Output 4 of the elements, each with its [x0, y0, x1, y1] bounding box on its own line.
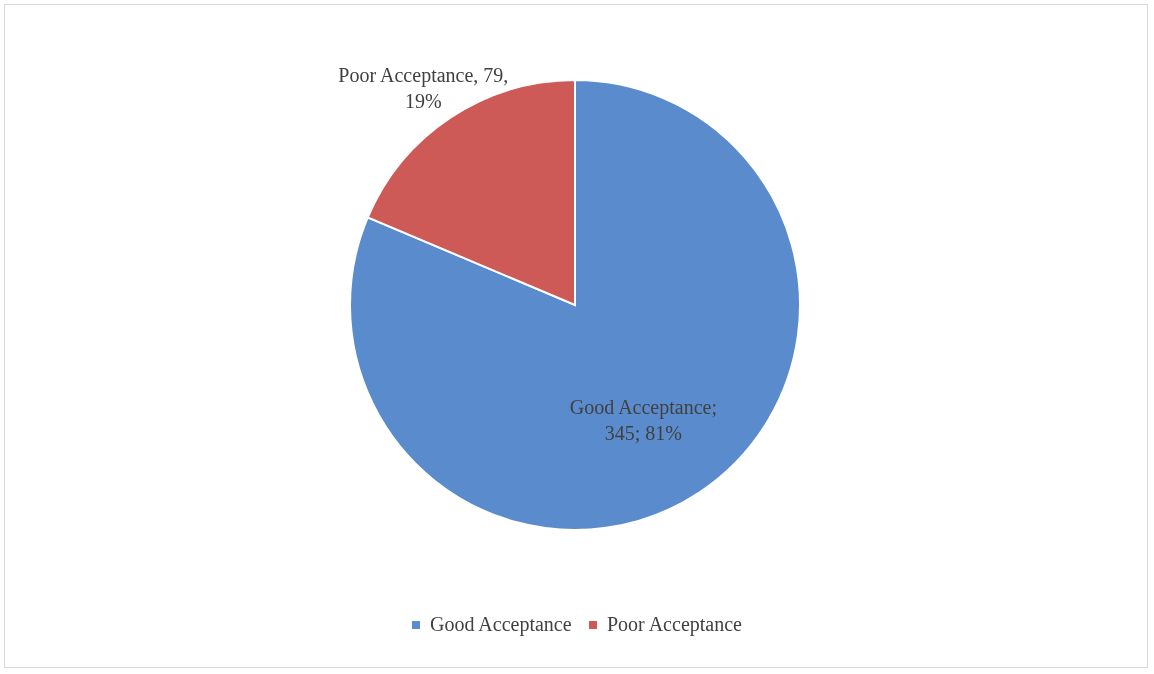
data-label: Good Acceptance; 345; 81%: [569, 396, 717, 445]
data-label: Poor Acceptance, 79, 19%: [338, 64, 509, 113]
legend-label: Good Acceptance: [430, 613, 572, 636]
legend-label: Poor Acceptance: [607, 613, 743, 636]
